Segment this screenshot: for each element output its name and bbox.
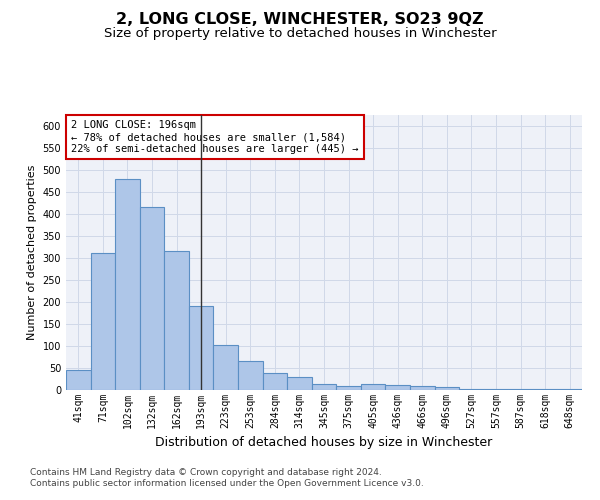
Bar (557, 388, 582, 390)
Text: 2, LONG CLOSE, WINCHESTER, SO23 9QZ: 2, LONG CLOSE, WINCHESTER, SO23 9QZ (116, 12, 484, 28)
Y-axis label: Number of detached properties: Number of detached properties (27, 165, 37, 340)
Text: Contains HM Land Registry data © Crown copyright and database right 2024.
Contai: Contains HM Land Registry data © Crown c… (30, 468, 424, 487)
Bar (434, 388, 459, 390)
Bar (66, 370, 91, 390)
X-axis label: Distribution of detached houses by size in Winchester: Distribution of detached houses by size … (155, 436, 493, 450)
Bar (140, 208, 164, 390)
Bar (287, 377, 312, 390)
Bar (189, 306, 214, 390)
Text: 2 LONG CLOSE: 196sqm
← 78% of detached houses are smaller (1,584)
22% of semi-de: 2 LONG CLOSE: 196sqm ← 78% of detached h… (71, 120, 359, 154)
Text: Size of property relative to detached houses in Winchester: Size of property relative to detached ho… (104, 28, 496, 40)
Bar (533, 388, 557, 390)
Bar (361, 384, 385, 390)
Bar (238, 362, 263, 390)
Bar (263, 374, 287, 390)
Bar (312, 384, 336, 390)
Bar (508, 389, 533, 390)
Bar (484, 388, 508, 390)
Bar (459, 388, 484, 390)
Bar (115, 179, 140, 390)
Bar (164, 252, 189, 390)
Bar (91, 252, 115, 390)
Bar (336, 386, 361, 390)
Bar (410, 386, 434, 390)
Bar (214, 345, 238, 390)
Bar (385, 384, 410, 390)
